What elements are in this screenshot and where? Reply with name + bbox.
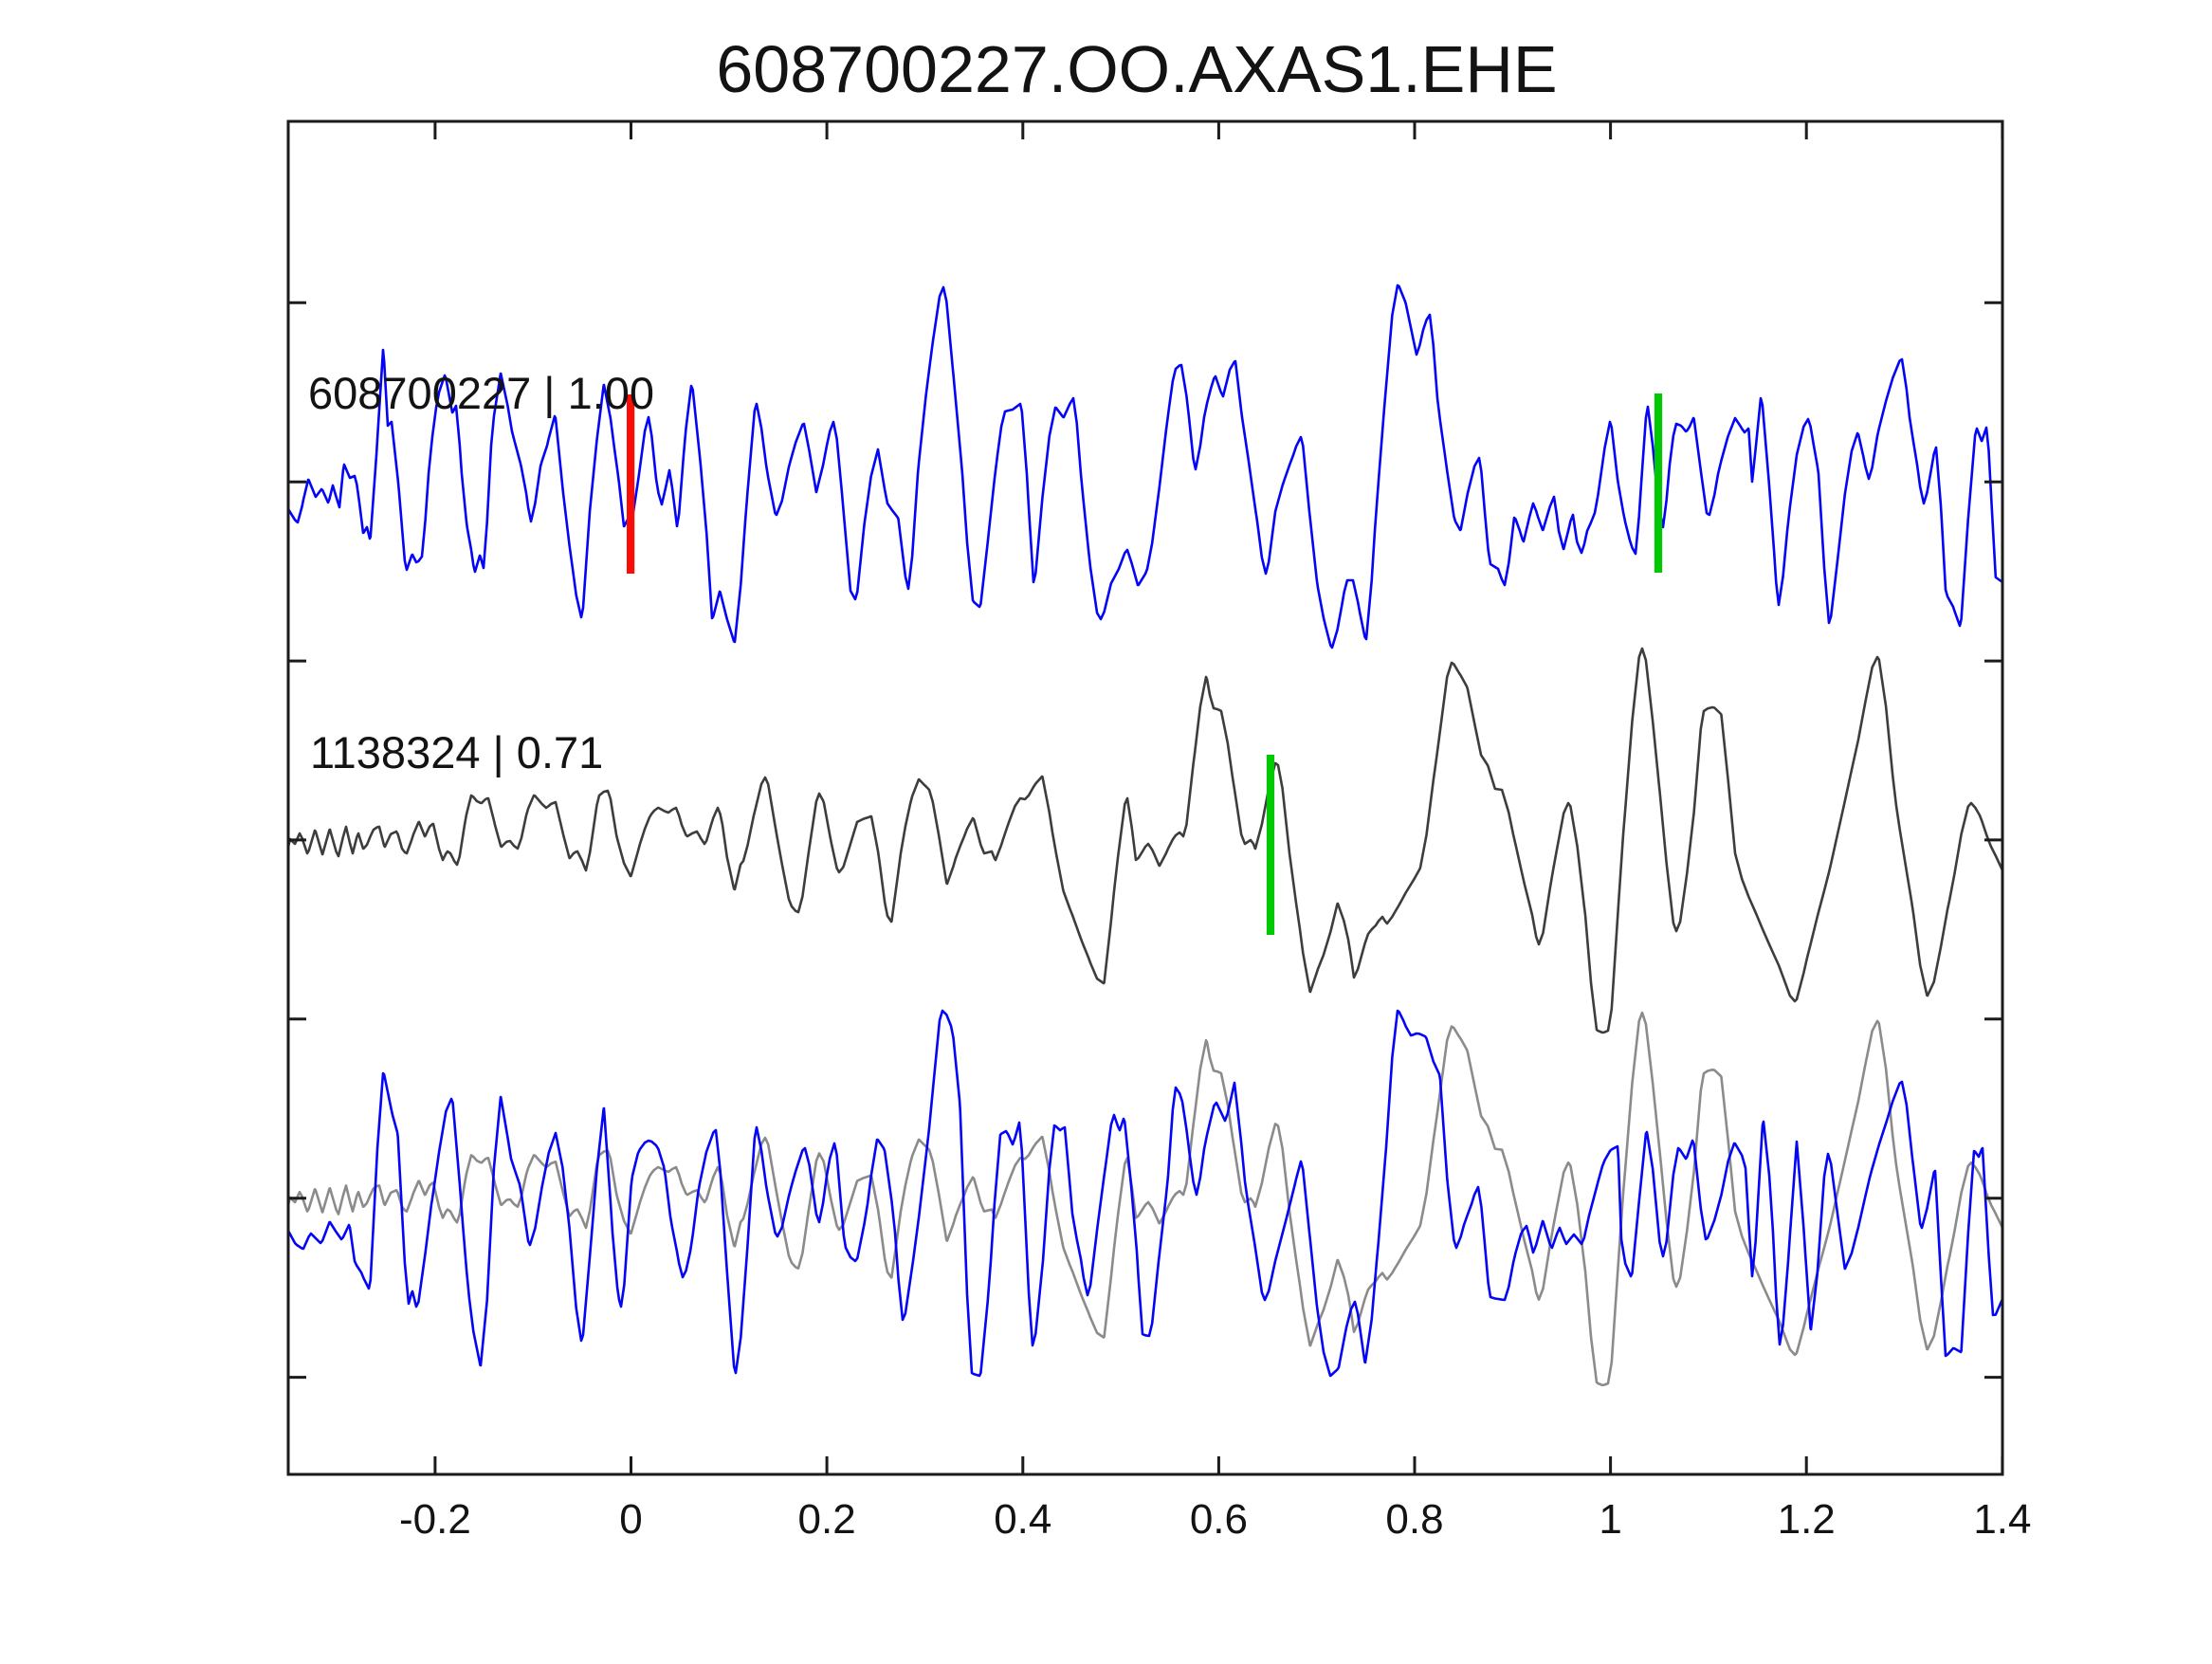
svg-text:1138324 | 0.71: 1138324 | 0.71 [310,727,603,777]
svg-text:0.4: 0.4 [994,1496,1051,1543]
svg-text:0.8: 0.8 [1385,1496,1443,1543]
svg-text:608700227 | 1.00: 608700227 | 1.00 [308,368,654,418]
svg-text:0.6: 0.6 [1190,1496,1248,1543]
svg-text:1.2: 1.2 [1778,1496,1836,1543]
svg-text:608700227.OO.AXAS1.EHE: 608700227.OO.AXAS1.EHE [716,32,1557,106]
svg-text:0.2: 0.2 [798,1496,856,1543]
svg-text:1.4: 1.4 [1973,1496,2031,1543]
svg-text:0: 0 [619,1496,642,1543]
svg-text:1: 1 [1599,1496,1621,1543]
svg-text:-0.2: -0.2 [399,1496,471,1543]
